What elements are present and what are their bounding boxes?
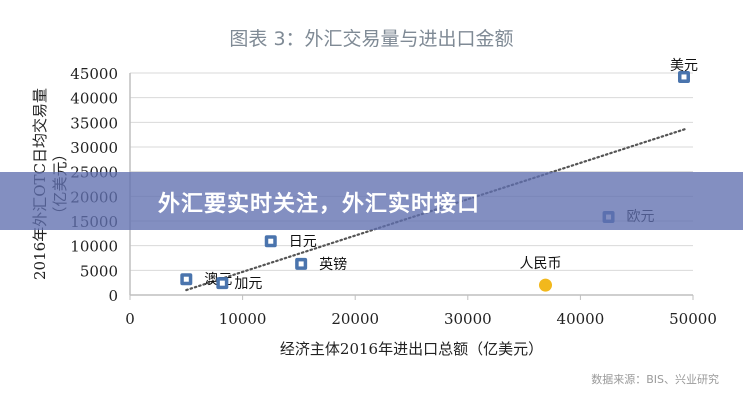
y-tick-label: 35000	[70, 114, 118, 132]
point-center	[681, 74, 687, 80]
point-label: 日元	[289, 234, 317, 250]
y-tick-label: 40000	[70, 90, 118, 108]
overlay-banner: 外汇要实时关注，外汇实时接口	[0, 172, 743, 230]
point-center	[219, 280, 225, 286]
x-axis-label: 经济主体2016年进出口总额（亿美元）	[279, 340, 544, 358]
point-center	[298, 261, 304, 267]
x-tick-label: 20000	[331, 310, 379, 328]
point-label: 美元	[670, 58, 698, 74]
point-label: 人民币	[519, 256, 561, 272]
x-tick-label: 0	[125, 310, 135, 328]
data-source: 数据来源：BIS、兴业研究	[591, 373, 719, 386]
y-tick-label: 30000	[70, 139, 118, 157]
x-tick-label: 40000	[557, 310, 605, 328]
x-tick-label: 50000	[669, 310, 717, 328]
point-center	[268, 238, 274, 244]
point-label: 英镑	[319, 256, 347, 273]
y-tick-label: 45000	[70, 65, 118, 83]
y-tick-label: 0	[108, 287, 118, 305]
y-tick-label: 5000	[80, 262, 118, 280]
banner-text: 外汇要实时关注，外汇实时接口	[158, 192, 481, 217]
point-人民币	[538, 278, 552, 292]
point-center	[183, 276, 189, 282]
x-tick-label: 10000	[219, 310, 267, 328]
x-tick-label: 30000	[444, 310, 492, 328]
point-label: 加元	[234, 276, 262, 292]
y-tick-label: 10000	[70, 238, 118, 256]
chart-title: 图表 3：外汇交易量与进出口金额	[229, 28, 514, 50]
